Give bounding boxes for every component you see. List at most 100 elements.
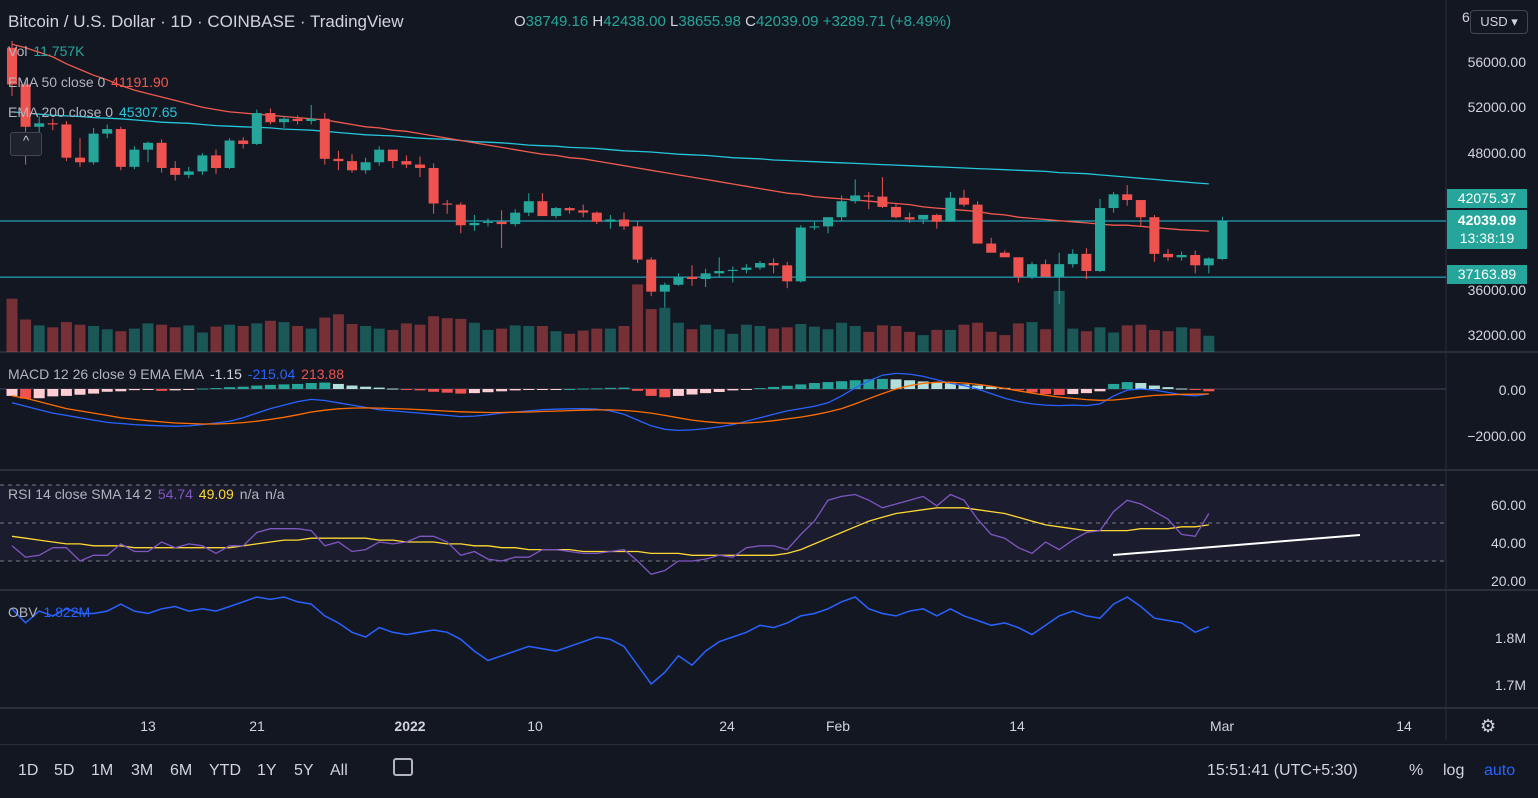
volume-bar [849,326,861,352]
volume-bar [604,328,616,352]
volume-bar [142,323,154,352]
volume-bar [183,325,195,352]
range-1d-button[interactable]: 1D [18,762,39,779]
range-1y-button[interactable]: 1Y [257,762,277,779]
ohlc-change: +3289.71 (+8.49%) [822,13,952,30]
candle-body [1163,253,1173,258]
legend-macd[interactable]: MACD 12 26 close 9 EMA EMA -1.15 -215.04… [8,366,346,382]
candle-body [1176,255,1187,258]
volume-bar [808,326,820,352]
auto-toggle[interactable]: auto [1484,762,1516,779]
volume-bar [645,309,657,352]
macd-histogram-bar [509,389,521,391]
macd-histogram-bar [305,383,317,389]
rsi-tick: 40.00 [1490,535,1526,551]
candle-body [170,167,181,175]
macd-histogram-bar [428,389,440,392]
macd-histogram-bar [400,389,412,390]
range-1m-button[interactable]: 1M [91,762,114,779]
volume-bar [1053,290,1065,352]
candle-body [551,208,561,217]
candle-body [1122,194,1133,201]
volume-bar [468,322,480,352]
candle-body [306,118,317,122]
range-ytd-button[interactable]: YTD [209,762,241,779]
candle-body [1054,264,1065,277]
range-6m-button[interactable]: 6M [170,762,193,779]
macd-histogram-bar [482,389,494,393]
currency-selector[interactable]: USD ▾ [1470,10,1528,34]
legend-ema200-value: 45307.65 [118,104,178,120]
volume-bar [455,318,467,352]
macd-histogram-bar [332,383,344,389]
volume-bar [264,320,276,352]
candle-body [251,113,262,144]
volume-bar [60,322,72,352]
candle-body [959,197,969,205]
volume-bar [156,324,168,352]
macd-histogram-bar [700,389,712,394]
collapse-legend-button[interactable]: ^ [10,132,42,156]
range-3m-button[interactable]: 3M [131,762,154,779]
volume-bar [332,314,344,352]
log-toggle[interactable]: log [1443,762,1465,779]
candle-body [972,204,983,244]
ohlc-low-key: L [670,13,679,30]
macd-histogram-bar [183,389,195,390]
candle-body [945,197,956,222]
candle-body [387,149,398,162]
legend-ema50-value: 41191.90 [111,74,169,90]
legend-rsi-label: RSI 14 close SMA 14 2 [8,486,152,502]
legend-obv[interactable]: OBV 1.822M [8,604,92,620]
legend-obv-label: OBV [8,604,38,620]
macd-histogram-bar [264,384,276,389]
macd-histogram-bar [74,389,86,395]
macd-histogram-bar [115,389,127,392]
symbol-title[interactable]: Bitcoin / U.S. Dollar · 1D · COINBASE · … [8,12,404,31]
candle-body [863,195,874,197]
legend-macd-hist: -1.15 [209,366,242,382]
candle-body [823,217,833,227]
volume-bar [564,333,576,352]
legend-vol[interactable]: Vol 11.757K [8,43,86,59]
macd-histogram-bar [441,389,453,393]
macd-histogram-bar [1176,388,1188,390]
macd-histogram-bar [944,383,956,389]
volume-bar [985,331,997,352]
candle-body [850,195,861,202]
volume-bar [686,329,698,352]
macd-histogram-bar [972,385,984,389]
candle-body [469,222,480,226]
volume-bar [672,322,684,352]
legend-rsi[interactable]: RSI 14 close SMA 14 2 54.74 49.09 n/a n/… [8,486,287,502]
price-tick: 56000.00 [1467,54,1526,70]
price-tick: 52000.00 [1467,99,1526,115]
volume-bar [1012,323,1024,352]
volume-bar [319,317,331,352]
macd-histogram-bar [6,389,18,396]
macd-histogram-bar [849,380,861,389]
ema50-line [11,43,1209,232]
volume-bar [863,331,875,352]
macd-histogram-bar [659,389,671,398]
range-all-button[interactable]: All [330,762,348,779]
macd-histogram-bar [1094,389,1106,392]
macd-histogram-bar [727,389,739,391]
legend-ema50[interactable]: EMA 50 close 0 41191.90 [8,74,171,90]
candle-body [61,124,72,158]
macd-histogram-bar [808,383,820,389]
currency-label: USD [1480,14,1508,29]
macd-histogram-bar [645,389,657,396]
settings-gear-icon[interactable]: ⚙ [1480,716,1497,736]
bar-countdown: 13:38:19 [1459,230,1515,246]
range-5y-button[interactable]: 5Y [294,762,314,779]
volume-bar [128,328,140,352]
candle-body [197,155,208,172]
range-5d-button[interactable]: 5D [54,762,75,779]
legend-ema200[interactable]: EMA 200 close 0 45307.65 [8,104,179,120]
candle-body [510,212,521,225]
go-to-date-icon[interactable] [393,758,413,776]
candle-body [1135,200,1146,218]
percent-toggle[interactable]: % [1409,762,1424,779]
